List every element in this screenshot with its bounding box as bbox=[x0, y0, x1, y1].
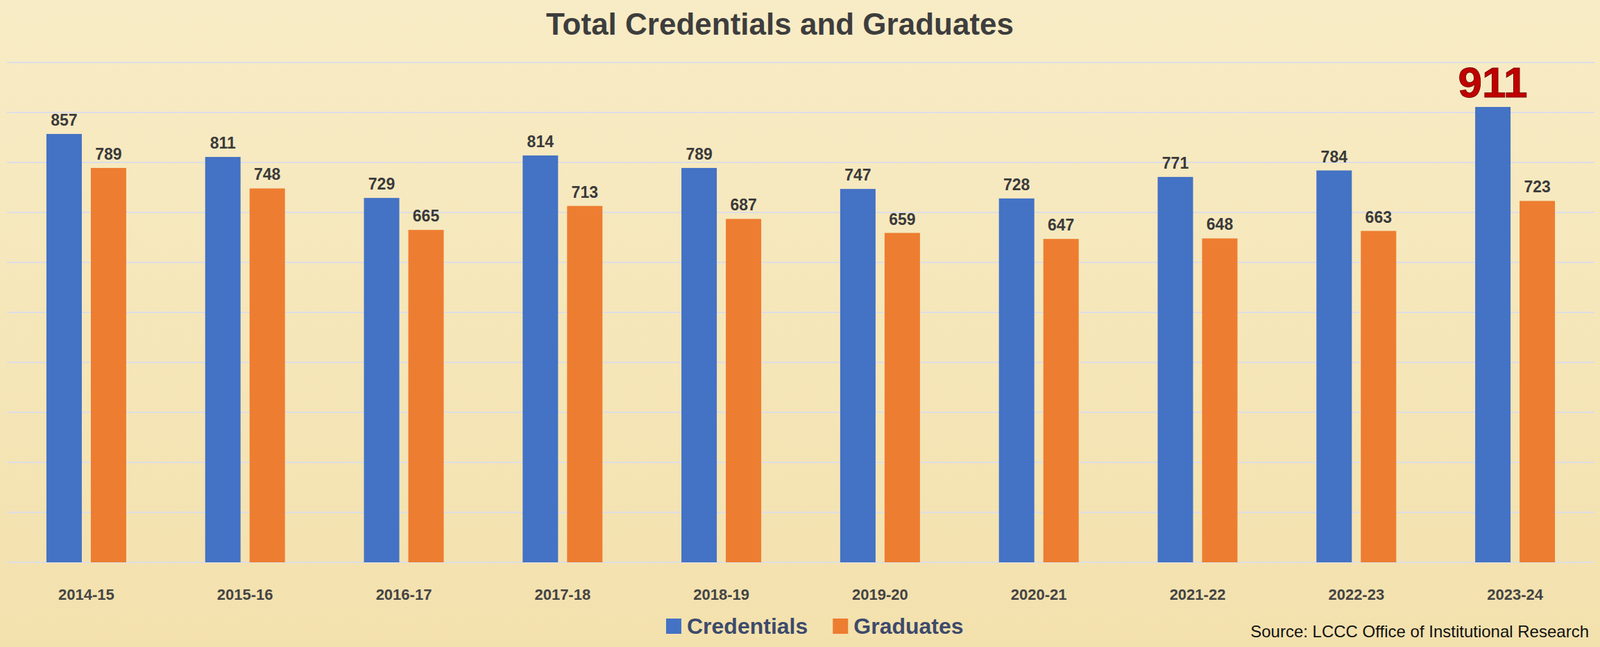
bar bbox=[681, 167, 717, 563]
chart: Total Credentials and Graduates 857 811 729… bbox=[0, 0, 1600, 647]
data-label: 713 bbox=[571, 183, 599, 202]
data-label: 665 bbox=[412, 206, 440, 225]
bar bbox=[90, 167, 127, 563]
data-label: 687 bbox=[729, 195, 757, 214]
data-label: 789 bbox=[95, 145, 122, 164]
bar bbox=[1202, 237, 1238, 563]
bar bbox=[1360, 231, 1397, 563]
data-label: 771 bbox=[1162, 154, 1190, 173]
title: Total Credentials and Graduates bbox=[546, 6, 1014, 41]
data-label: 747 bbox=[844, 165, 871, 184]
background bbox=[0, 0, 1600, 647]
grid-line bbox=[6, 561, 1595, 563]
bar bbox=[364, 197, 400, 563]
data-label: 811 bbox=[210, 133, 236, 152]
bar bbox=[1519, 200, 1555, 563]
data-label: 857 bbox=[50, 111, 78, 130]
grid bbox=[6, 62, 1595, 563]
x-tick-label: 2016-17 bbox=[376, 585, 433, 603]
bar bbox=[249, 188, 286, 563]
data-label: 729 bbox=[368, 174, 395, 193]
data-label: 663 bbox=[1365, 208, 1392, 227]
grid-line bbox=[6, 61, 1595, 64]
legend-label: Graduates bbox=[853, 613, 964, 639]
x-tick-label: 2019-20 bbox=[852, 585, 909, 603]
grid-line bbox=[6, 311, 1595, 313]
source: Source: LCCC Office of Institutional Res… bbox=[1250, 621, 1589, 641]
data-label: 648 bbox=[1206, 215, 1234, 234]
data-label: 784 bbox=[1321, 147, 1349, 166]
grid-line bbox=[6, 411, 1595, 413]
x-tick-label: 2014-15 bbox=[58, 585, 115, 603]
x-tick-label: 2023-24 bbox=[1486, 585, 1544, 603]
grid-line bbox=[6, 261, 1595, 263]
x-tick-label: 2022-23 bbox=[1328, 585, 1385, 603]
bar bbox=[522, 155, 558, 563]
x-tick-label: 2015-16 bbox=[217, 585, 274, 603]
bar bbox=[46, 133, 82, 563]
x-tick-label: 2021-22 bbox=[1169, 585, 1227, 603]
bar bbox=[1316, 170, 1352, 563]
bar bbox=[408, 229, 445, 563]
data-label: 911 bbox=[1458, 58, 1528, 107]
bar bbox=[884, 233, 921, 563]
bars bbox=[46, 106, 1555, 563]
legend-swatch bbox=[666, 618, 682, 634]
data-label: 789 bbox=[685, 145, 712, 164]
bar bbox=[1043, 238, 1079, 563]
grid-line bbox=[6, 461, 1595, 463]
bar bbox=[840, 188, 876, 563]
bar bbox=[999, 198, 1035, 563]
data-labels: 857 811 729 814 789 747 728 771 784 911 789 748 665 7… bbox=[50, 58, 1551, 234]
data-label: 748 bbox=[253, 165, 282, 184]
data-label: 814 bbox=[527, 132, 555, 151]
grid-line bbox=[6, 361, 1595, 363]
x-axis: 2014-15 2015-16 2016-17 2017-18 2018-19 2019-… bbox=[58, 585, 1544, 603]
data-label: 728 bbox=[1003, 175, 1031, 194]
x-tick-label: 2018-19 bbox=[693, 585, 750, 603]
x-tick-label: 2017-18 bbox=[534, 585, 591, 603]
x-tick-label: 2020-21 bbox=[1010, 585, 1068, 603]
grid-line bbox=[6, 161, 1595, 164]
bar bbox=[205, 156, 241, 563]
legend: Credentials Graduates bbox=[666, 613, 964, 639]
grid-line bbox=[6, 111, 1595, 114]
grid-line bbox=[6, 211, 1595, 214]
legend-label: Credentials bbox=[686, 613, 808, 639]
data-label: 659 bbox=[888, 210, 916, 229]
bar bbox=[566, 206, 603, 563]
bar bbox=[1158, 176, 1194, 563]
data-label: 723 bbox=[1523, 177, 1551, 196]
legend-swatch bbox=[832, 618, 848, 634]
grid-line bbox=[6, 511, 1595, 513]
data-label: 647 bbox=[1047, 215, 1075, 234]
bar bbox=[725, 218, 762, 563]
bar bbox=[1475, 106, 1511, 563]
